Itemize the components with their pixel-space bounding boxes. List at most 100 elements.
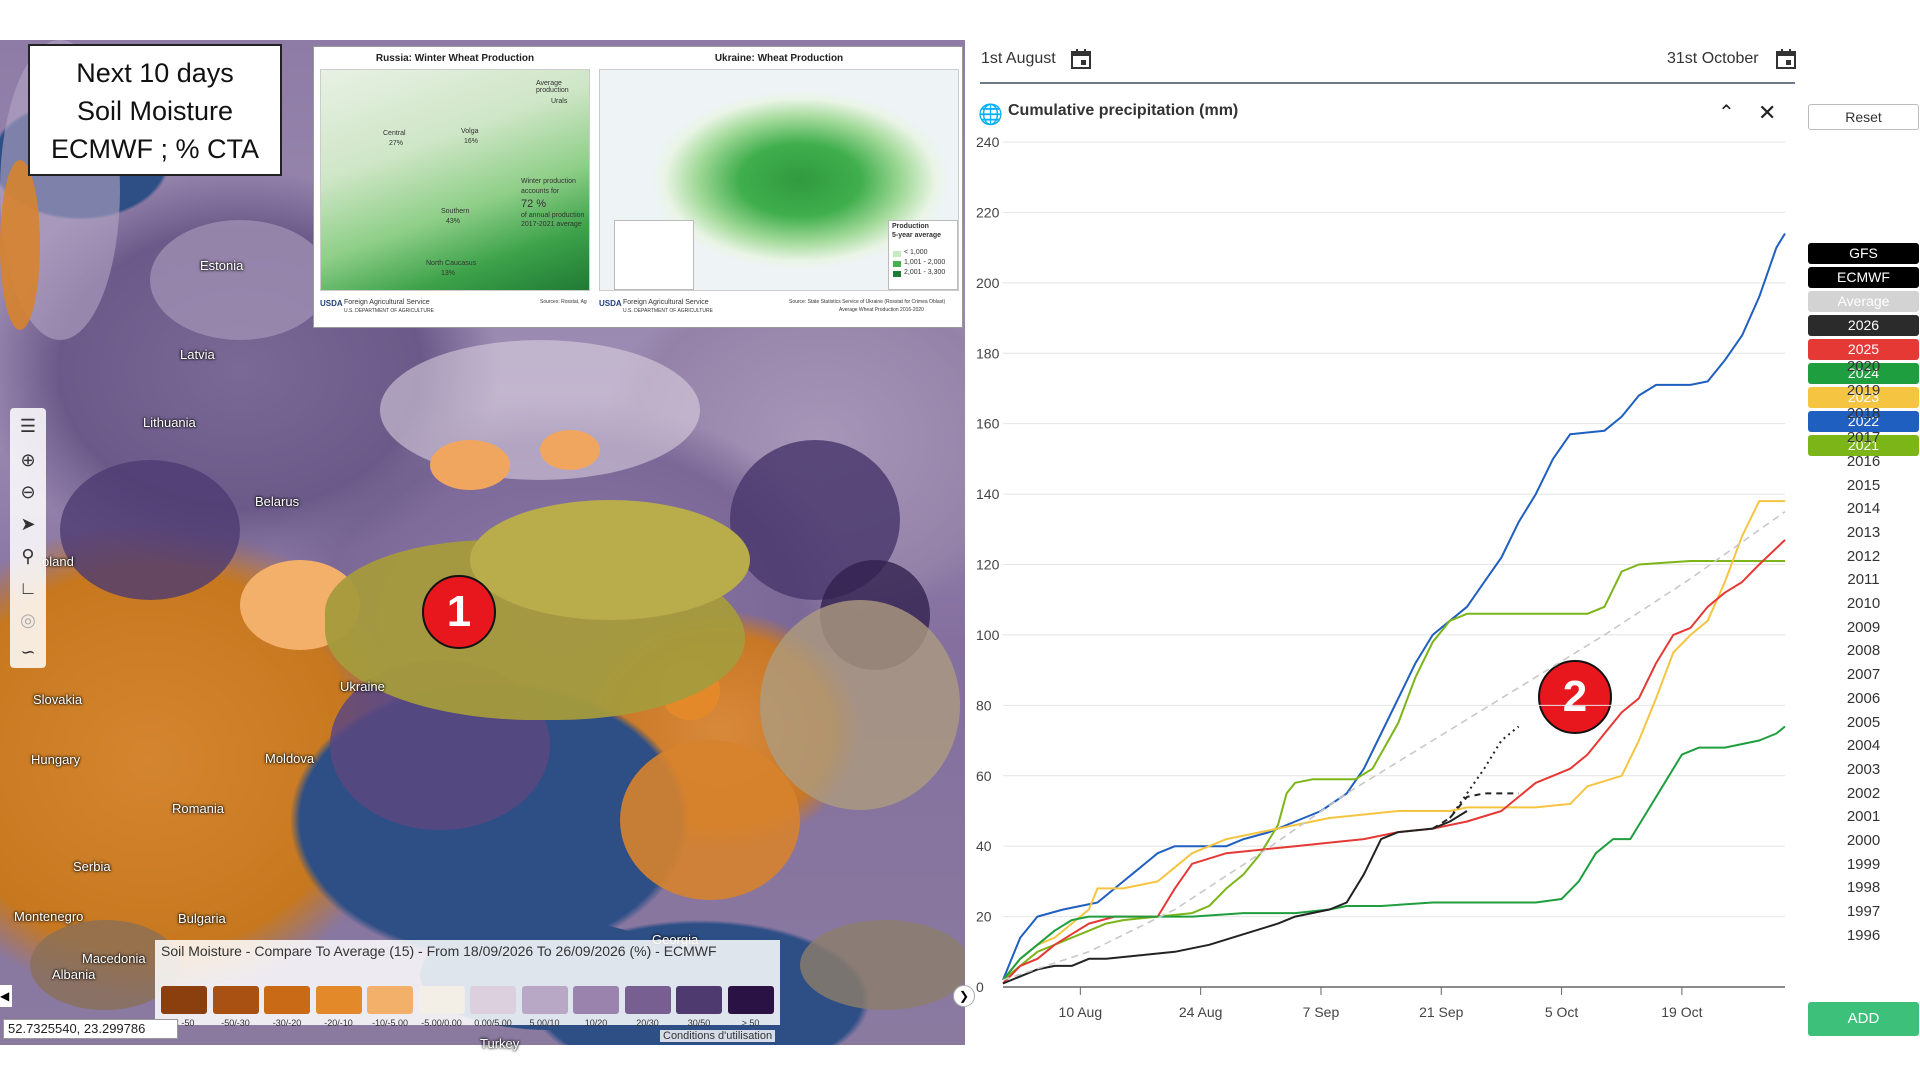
- legend-swatch: [470, 986, 516, 1014]
- measure-icon[interactable]: ∟: [19, 578, 37, 598]
- map-region: [760, 600, 960, 810]
- legend-swatch-label: 20/30: [636, 1018, 659, 1028]
- series-toggle-2023[interactable]: 2023: [1808, 387, 1919, 408]
- year-toggle[interactable]: 2000: [1846, 832, 1881, 849]
- country-label: Hungary: [31, 752, 81, 767]
- legend-swatch: [893, 271, 901, 277]
- inset-label: of annual production: [521, 212, 585, 219]
- zoom-in-icon[interactable]: ⊕: [20, 450, 36, 470]
- map-region: [430, 440, 510, 490]
- series-line-2024: [1002, 725, 1786, 981]
- zoom-out-icon[interactable]: ⊖: [20, 482, 36, 502]
- ua-source: Source: State Statistics Service of Ukra…: [789, 299, 946, 305]
- legend-swatch-label: 10/20: [584, 1018, 608, 1028]
- map-region: [380, 340, 700, 480]
- year-toggle[interactable]: 1997: [1846, 903, 1881, 921]
- year-toggle[interactable]: 2020: [1846, 358, 1881, 375]
- inset-label: Southern: [441, 208, 470, 215]
- year-toggle[interactable]: 1999: [1846, 855, 1881, 873]
- agency-name: Foreign Agricultural Service: [623, 299, 709, 306]
- year-toggle[interactable]: 1996: [1846, 926, 1881, 944]
- collapse-icon[interactable]: ⌃: [1718, 102, 1735, 124]
- series-toggle-2021[interactable]: 2021: [1808, 435, 1919, 456]
- year-toggle[interactable]: 2012: [1846, 547, 1881, 565]
- series-toggle-average[interactable]: Average: [1808, 291, 1919, 312]
- country-label: Latvia: [180, 347, 215, 362]
- year-toggle[interactable]: 2006: [1846, 689, 1881, 707]
- year-toggle[interactable]: 2019: [1846, 381, 1881, 399]
- year-toggle[interactable]: 2011: [1847, 571, 1880, 589]
- y-tick-label: 180: [976, 345, 1000, 361]
- year-toggle[interactable]: 2008: [1846, 642, 1881, 660]
- country-label: Romania: [172, 801, 225, 816]
- year-toggle[interactable]: 1998: [1846, 879, 1881, 897]
- inset-label: Winter production: [521, 178, 576, 185]
- year-toggle[interactable]: 2007: [1846, 666, 1881, 684]
- y-tick-label: 120: [976, 557, 1000, 573]
- series-toggle-2022[interactable]: 2022: [1808, 411, 1919, 432]
- year-toggle[interactable]: 2002: [1846, 784, 1881, 802]
- year-toggle[interactable]: 2001: [1846, 808, 1881, 826]
- inset-label: 13%: [441, 270, 456, 277]
- series-toggle-2025[interactable]: 2025: [1808, 339, 1919, 360]
- series-toggle-2026[interactable]: 2026: [1808, 315, 1919, 336]
- close-icon[interactable]: ✕: [1758, 100, 1777, 125]
- year-toggle[interactable]: 2009: [1846, 618, 1881, 636]
- inset-label: 72 %: [521, 198, 547, 210]
- ukraine-map: Production 5-year average < 1,000 1,001 …: [599, 69, 959, 291]
- chart-series: [1002, 232, 1786, 985]
- series-toggle-gfs[interactable]: GFS: [1808, 243, 1919, 264]
- year-toggle[interactable]: 2010: [1846, 595, 1881, 612]
- x-tick-label: 7 Sep: [1303, 1004, 1340, 1020]
- navigate-icon[interactable]: ➤: [20, 514, 36, 534]
- year-toggle[interactable]: 2013: [1846, 523, 1881, 541]
- x-tick-label: 19 Oct: [1661, 1004, 1702, 1020]
- country-label: Slovakia: [33, 692, 83, 707]
- legend-title: Production: [892, 223, 929, 230]
- series-toggle-2024[interactable]: 2024: [1808, 363, 1919, 384]
- legend-swatch-label: 30/50: [687, 1018, 711, 1028]
- y-tick-label: 60: [976, 768, 992, 784]
- europe-locator: [614, 220, 694, 290]
- x-tick-label: 5 Oct: [1545, 1004, 1579, 1020]
- x-tick-label: 21 Sep: [1419, 1004, 1464, 1020]
- inset-label: Volga: [461, 128, 479, 135]
- map-attribution[interactable]: Conditions d'utilisation: [660, 1030, 776, 1042]
- legend-swatch-label: < -50: [173, 1018, 195, 1028]
- year-toggle[interactable]: 2003: [1846, 760, 1881, 778]
- add-button[interactable]: ADD: [1808, 1002, 1919, 1036]
- ukraine-legend-box: Production 5-year average < 1,000 1,001 …: [888, 220, 958, 290]
- year-toggle[interactable]: 2018: [1846, 405, 1881, 423]
- legend-swatch-label: -5.00/0.00: [421, 1018, 462, 1028]
- series-toggle-ecmwf[interactable]: ECMWF: [1808, 267, 1919, 288]
- year-toggle[interactable]: 2015: [1846, 476, 1881, 494]
- locate-icon[interactable]: ◎: [20, 610, 36, 630]
- inset-label: Average production: [536, 80, 569, 94]
- legend-swatch-label: -50/-30: [221, 1018, 250, 1028]
- chevron-left-icon[interactable]: ◀: [0, 985, 12, 1007]
- chevron-right-icon[interactable]: ❯: [953, 985, 975, 1007]
- country-label: Turkey: [480, 1036, 520, 1051]
- y-tick-label: 20: [976, 909, 992, 925]
- year-toggle[interactable]: 2016: [1846, 452, 1881, 470]
- year-toggle[interactable]: 2014: [1846, 500, 1881, 518]
- legend-swatch-label: -20/-10: [324, 1018, 353, 1028]
- date-range-slider[interactable]: [980, 82, 1795, 84]
- legend-item: 2,001 - 3,300: [904, 269, 946, 276]
- year-toggle[interactable]: 2017: [1846, 429, 1881, 447]
- x-tick-label: 10 Aug: [1059, 1004, 1103, 1020]
- globe-icon: 🌐: [978, 104, 1003, 126]
- year-toggle[interactable]: 2005: [1846, 713, 1881, 731]
- layers-icon[interactable]: ☰: [19, 416, 37, 436]
- draw-icon[interactable]: ∽: [20, 642, 36, 662]
- ukraine-panel: Ukraine: Wheat Production Production 5-y…: [599, 53, 959, 323]
- calendar-icon[interactable]: [1070, 48, 1092, 70]
- search-icon[interactable]: ⚲: [21, 546, 35, 566]
- calendar-icon[interactable]: [1775, 48, 1797, 70]
- series-line-2026: [1002, 810, 1468, 985]
- year-toggle[interactable]: 2004: [1846, 737, 1881, 755]
- map-toolbar: ☰ ⊕ ⊖ ➤ ⚲ ∟ ◎ ∽: [10, 408, 46, 668]
- date-end-label: 31st October: [1667, 50, 1759, 67]
- country-label: Macedonia: [82, 951, 146, 966]
- reset-button[interactable]: Reset: [1808, 104, 1919, 130]
